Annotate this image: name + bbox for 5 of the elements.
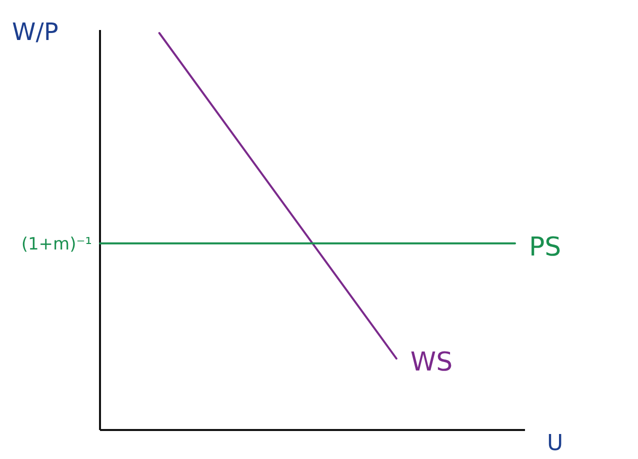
series-label: PS [529, 232, 562, 262]
y-axis-title: W/P [12, 18, 58, 46]
x-axis-title: U [546, 431, 564, 456]
series-label: WS [410, 348, 453, 378]
text: (1+m)⁻¹ [21, 234, 92, 254]
